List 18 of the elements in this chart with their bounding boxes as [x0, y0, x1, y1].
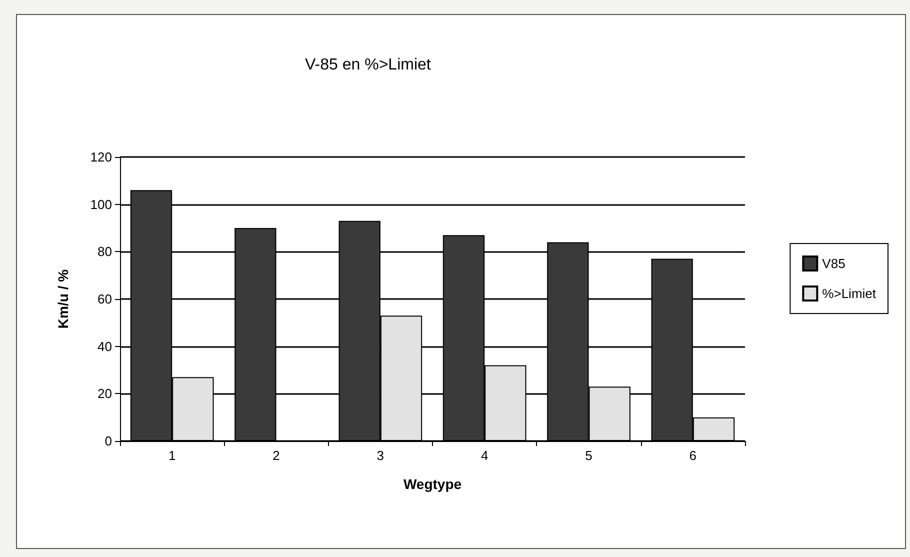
- x-tick-label: 3: [376, 448, 384, 463]
- x-tick-label: 4: [480, 448, 488, 463]
- y-tick-label: 40: [98, 338, 112, 354]
- x-axis-title: Wegtype: [403, 476, 462, 492]
- y-tick-label: 20: [98, 386, 112, 402]
- y-tick-label: 60: [98, 292, 112, 306]
- legend-label: %>Limiet: [822, 286, 876, 301]
- x-tick-label: 5: [585, 448, 592, 463]
- y-tick-label: 120: [90, 150, 112, 164]
- y-tick-label: 100: [90, 196, 112, 212]
- legend-label: V85: [822, 256, 846, 271]
- x-tick-label: 1: [168, 448, 176, 463]
- x-tick-label: 2: [272, 448, 280, 463]
- y-axis-title: Km/u / %: [55, 268, 71, 329]
- x-tick-label: 6: [689, 448, 697, 463]
- y-tick-label: 0: [104, 434, 112, 448]
- chart-title: V-85 en %>Limiet: [305, 56, 432, 74]
- y-tick-label: 80: [98, 244, 112, 260]
